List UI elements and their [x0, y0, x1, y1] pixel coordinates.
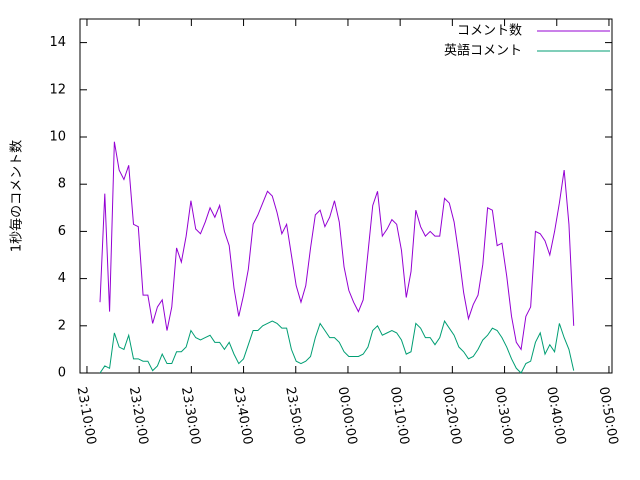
y-tick-label: 10 — [49, 130, 66, 145]
x-tick-label: 23:10:00 — [74, 386, 99, 446]
series-line — [99, 141, 575, 351]
legend-label: 英語コメント — [444, 43, 522, 59]
y-tick-label: 12 — [49, 82, 66, 97]
x-tick-label: 00:00:00 — [335, 386, 360, 446]
y-tick-label: 8 — [58, 177, 66, 192]
x-tick-label: 23:20:00 — [126, 386, 151, 446]
plot-frame — [79, 18, 613, 374]
x-tick-label: 23:50:00 — [282, 386, 307, 446]
series-line — [99, 319, 575, 374]
y-tick-label: 4 — [58, 271, 66, 286]
x-tick-label: 00:40:00 — [543, 386, 568, 446]
y-axis-label: 1秒毎のコメント数 — [9, 140, 25, 252]
x-tick-label: 00:20:00 — [439, 386, 464, 446]
y-tick-label: 6 — [58, 224, 66, 239]
x-tick-label: 00:30:00 — [491, 386, 516, 446]
x-tick-label: 00:10:00 — [387, 386, 412, 446]
legend-label: コメント数 — [457, 24, 522, 39]
x-tick-label: 23:40:00 — [230, 386, 255, 446]
x-tick-label: 00:50:00 — [596, 386, 621, 446]
y-tick-label: 0 — [58, 366, 66, 381]
y-tick-label: 14 — [49, 35, 66, 50]
y-tick-label: 2 — [58, 318, 66, 333]
x-tick-label: 23:30:00 — [178, 386, 203, 446]
